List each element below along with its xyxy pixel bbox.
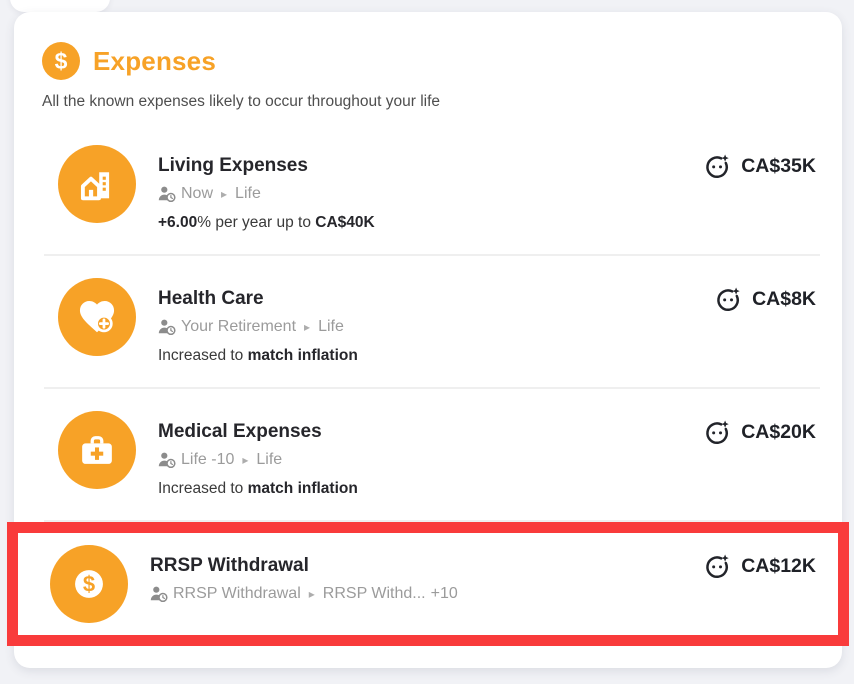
home-building-icon <box>58 145 136 223</box>
person-clock-icon <box>158 319 176 336</box>
dollar-coin-icon: $ <box>50 545 128 623</box>
person-clock-icon <box>158 452 176 469</box>
expense-title: Medical Expenses <box>158 421 322 442</box>
expense-growth-note: Increased to match inflation <box>158 480 358 497</box>
expense-timeline: Now ▸ Life <box>158 185 704 203</box>
expense-amount: CA$35K <box>704 145 816 180</box>
expense-timeline: Your Retirement ▸ Life <box>158 318 715 336</box>
expense-amount: CA$8K <box>715 278 816 313</box>
sparkle-face-icon <box>706 154 729 178</box>
dollar-circle-icon: $ <box>42 42 80 80</box>
expense-amount: CA$20K <box>704 411 816 446</box>
person-clock-icon <box>158 186 176 203</box>
caret-right-icon: ▸ <box>308 587 315 601</box>
expense-amount: CA$12K <box>704 545 816 580</box>
sparkle-face-icon <box>706 420 729 444</box>
heart-plus-icon <box>58 278 136 356</box>
highlight-box: $ RRSP Withdrawal RRSP Withdrawal ▸ <box>7 522 849 646</box>
partial-card-above <box>10 0 110 12</box>
expenses-header: $ Expenses All the known expenses likely… <box>14 12 842 111</box>
expense-timeline: RRSP Withdrawal ▸ RRSP Withd... +10 <box>150 585 704 603</box>
row-divider <box>44 254 820 256</box>
expense-title: Living Expenses <box>158 155 308 176</box>
svg-text:$: $ <box>83 572 95 597</box>
expense-title: Health Care <box>158 288 264 309</box>
header-subtitle: All the known expenses likely to occur t… <box>42 93 441 110</box>
expense-row-health-care[interactable]: Health Care Your Retirement ▸ Life Incre… <box>14 256 842 387</box>
sparkle-face-icon <box>706 554 729 578</box>
medical-bag-icon <box>58 411 136 489</box>
expense-list: Living Expenses Now ▸ Life +6.00% per ye… <box>7 123 849 646</box>
row-divider <box>44 387 820 389</box>
expense-title: RRSP Withdrawal <box>150 555 309 576</box>
caret-right-icon: ▸ <box>304 320 311 334</box>
expense-growth-note: Increased to match inflation <box>158 347 358 364</box>
caret-right-icon: ▸ <box>221 187 228 201</box>
timeline-overflow-count: +10 <box>430 585 458 602</box>
caret-right-icon: ▸ <box>242 453 249 467</box>
expense-growth-note: +6.00% per year up to CA$40K <box>158 214 375 231</box>
expense-row-living-expenses[interactable]: Living Expenses Now ▸ Life +6.00% per ye… <box>14 123 842 254</box>
sparkle-face-icon <box>717 287 740 311</box>
row-divider <box>44 520 820 522</box>
expense-row-rrsp-withdrawal[interactable]: $ RRSP Withdrawal RRSP Withdrawal ▸ <box>18 533 838 635</box>
expense-timeline: Life -10 ▸ Life <box>158 451 704 469</box>
page-title: Expenses <box>93 45 217 76</box>
person-clock-icon <box>150 586 168 603</box>
expenses-card: $ Expenses All the known expenses likely… <box>7 12 849 668</box>
expense-row-medical-expenses[interactable]: Medical Expenses Life -10 ▸ Life Increas… <box>14 389 842 520</box>
